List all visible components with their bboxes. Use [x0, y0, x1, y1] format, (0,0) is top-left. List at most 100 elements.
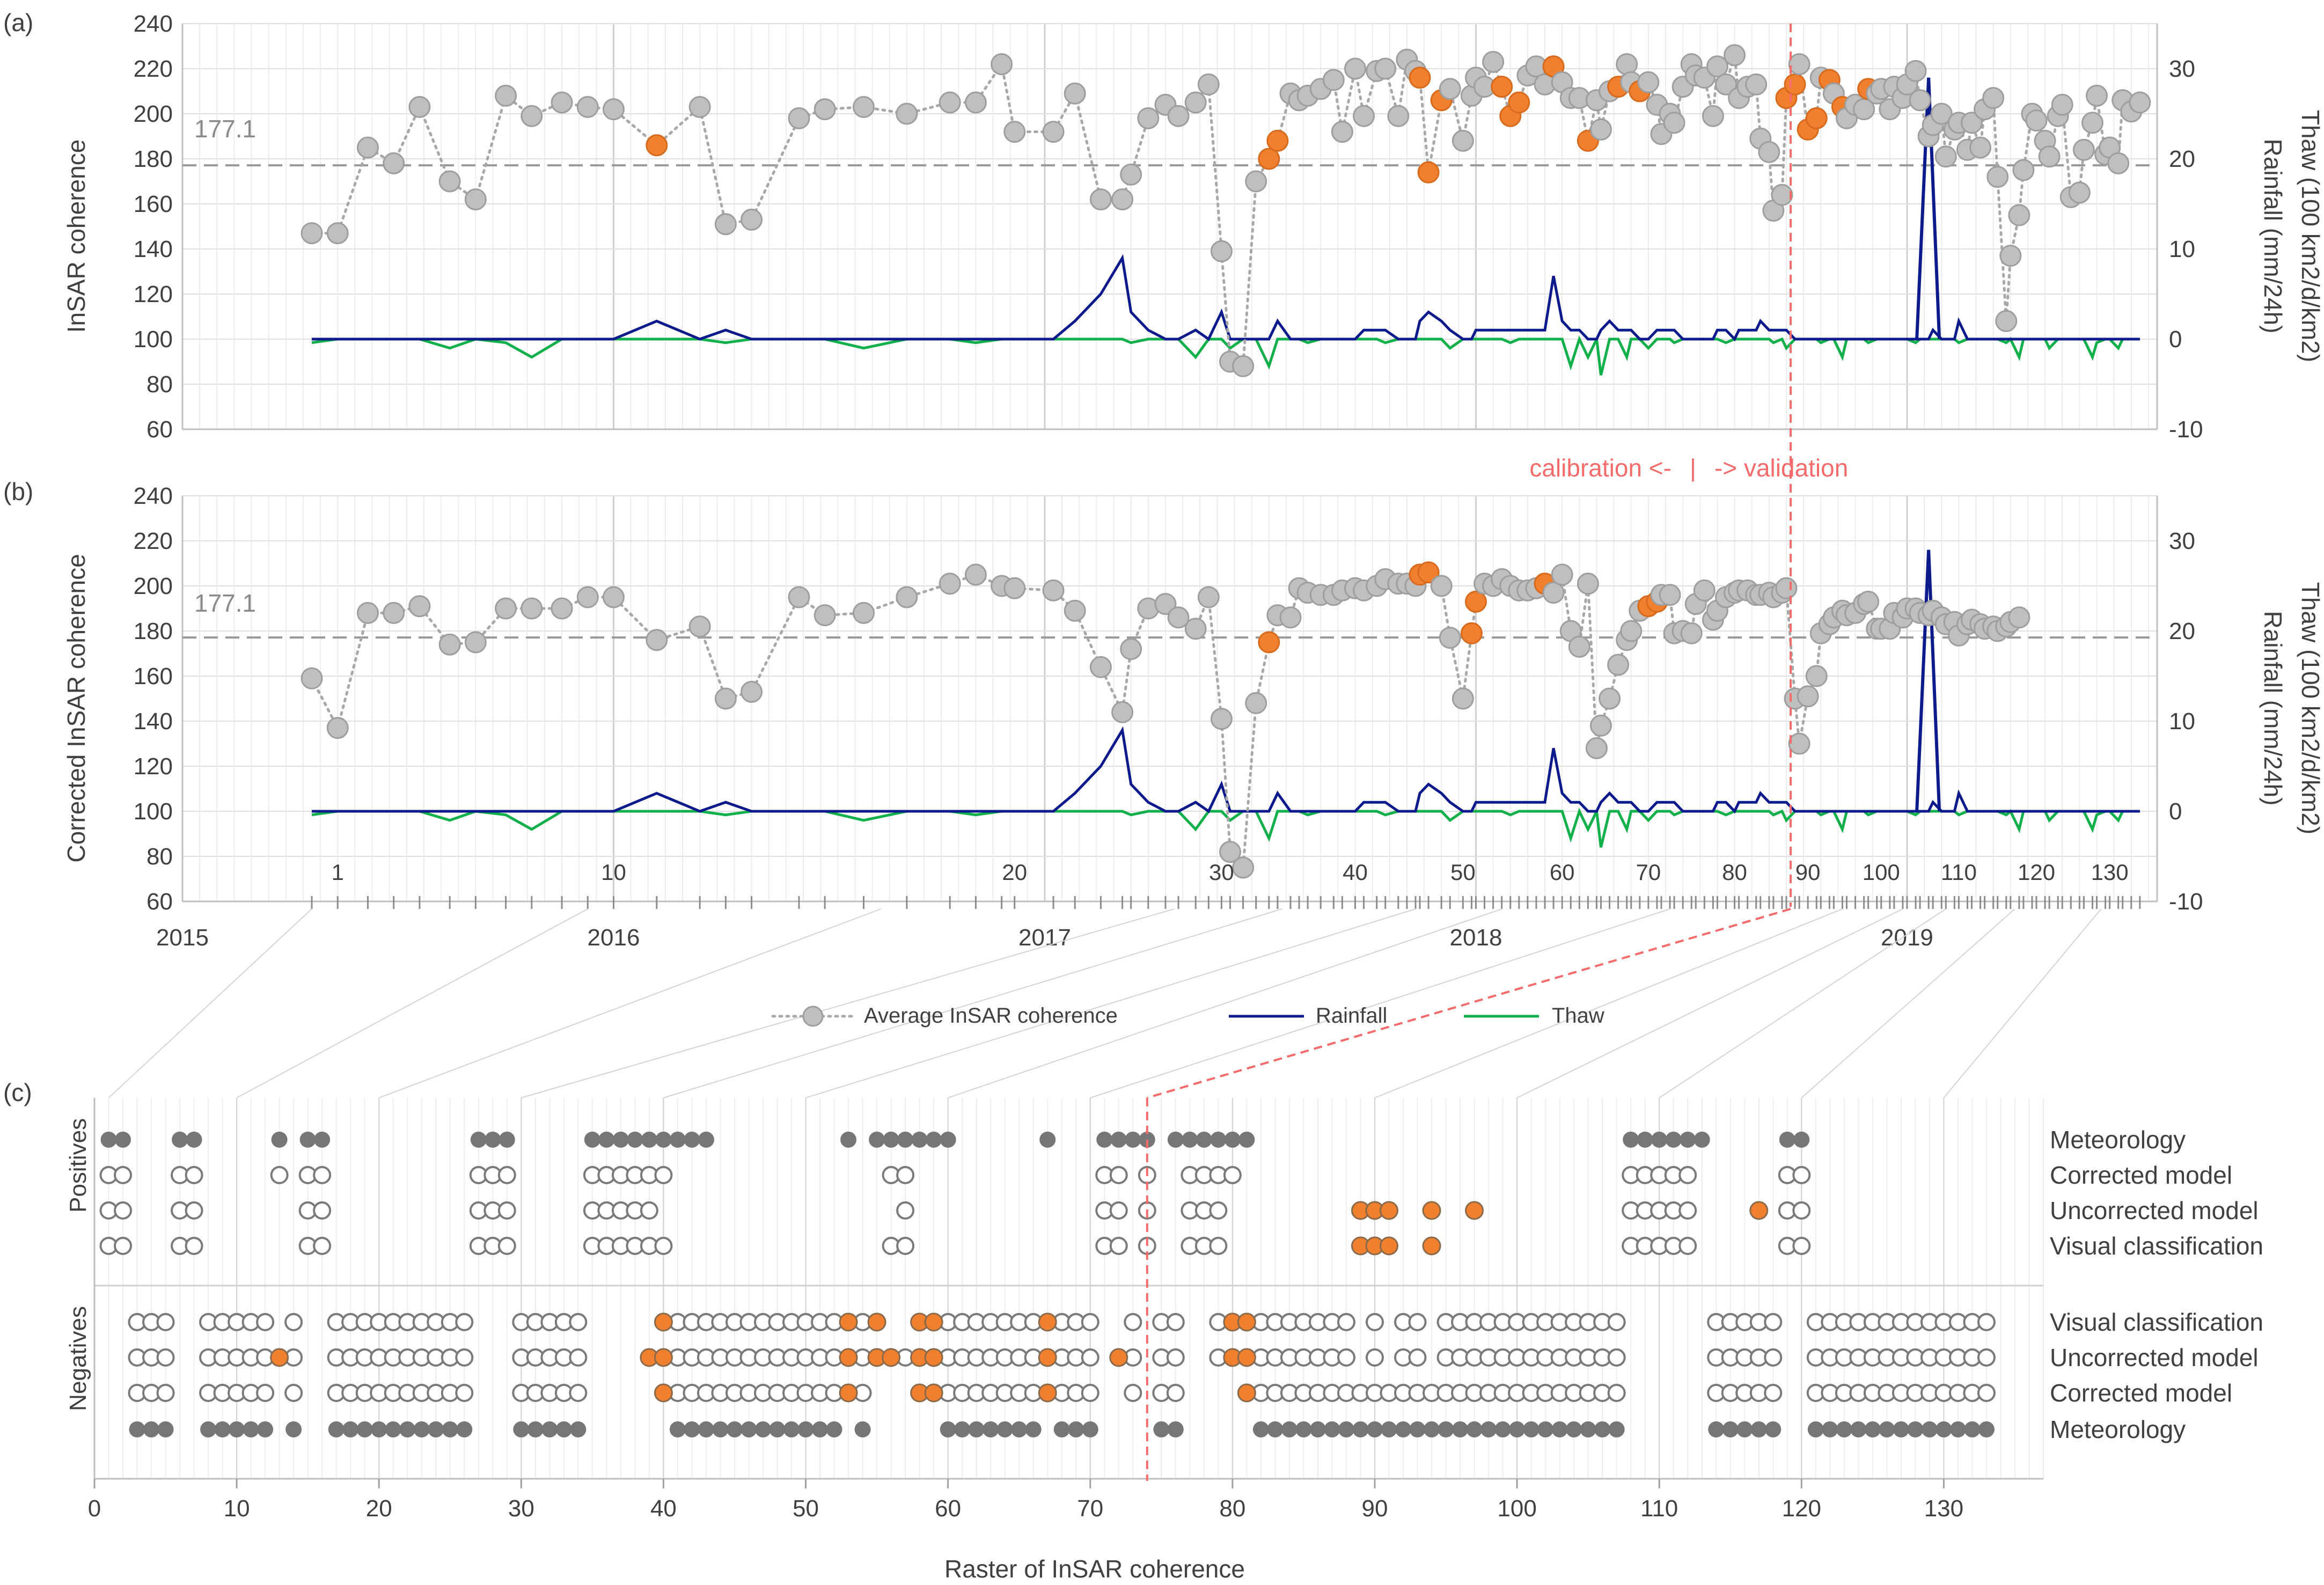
c-dot-open — [497, 1237, 516, 1255]
b-raster-label: 110 — [1941, 860, 1977, 885]
b-coherence-point — [1659, 584, 1681, 606]
c-dot-filled — [385, 1421, 401, 1437]
c-dot-filled — [143, 1421, 160, 1437]
c-row-label: Meteorology — [2050, 1415, 2186, 1443]
c-dot-open — [1337, 1313, 1355, 1331]
legend-label-coherence: Average InSAR coherence — [864, 1004, 1118, 1028]
connector-split-line — [1147, 908, 1791, 1099]
c-xtick-label: 120 — [1782, 1495, 1821, 1522]
a-coherence-point — [2081, 112, 2103, 134]
c-dot-filled — [1281, 1421, 1297, 1437]
c-dot-filled — [1424, 1421, 1440, 1437]
c-dot-filled — [1850, 1421, 1867, 1437]
c-dot-filled — [1907, 1421, 1924, 1437]
c-dot-filled — [1566, 1421, 1582, 1437]
b-coherence-point — [1805, 665, 1828, 687]
a-coherence-point — [714, 213, 737, 236]
c-dot-filled — [1068, 1421, 1084, 1437]
a-coherence-point — [1969, 136, 1992, 159]
c-dot-filled — [655, 1132, 672, 1148]
group-label-negatives: Negatives — [65, 1306, 91, 1411]
a-coherence-point — [1986, 166, 2009, 188]
b-coherence-point — [464, 631, 487, 654]
a-coherence-point — [2012, 159, 2035, 181]
a-coherence-point — [1439, 78, 1461, 100]
b-coherence-point — [853, 601, 875, 624]
legend-label-rainfall: Rainfall — [1316, 1004, 1387, 1028]
c-dot-open — [569, 1384, 588, 1402]
a-coherence-point — [300, 222, 323, 245]
c-dot-highlight — [1237, 1383, 1256, 1403]
c-dot-open — [256, 1313, 275, 1331]
c-dot-filled — [755, 1421, 772, 1437]
c-dot-highlight — [1237, 1312, 1256, 1332]
a-coherence-point — [688, 96, 711, 118]
c-dot-open — [455, 1348, 474, 1367]
b-raster-label: 30 — [1209, 860, 1234, 885]
c-dot-filled — [1523, 1421, 1539, 1437]
c-dot-filled — [1879, 1421, 1895, 1437]
c-dot-filled — [1580, 1421, 1596, 1437]
c-dot-filled — [698, 1421, 714, 1437]
b-coherence-point — [1551, 563, 1573, 586]
b-coherence-point — [1620, 620, 1643, 642]
b-coherence-point — [1585, 737, 1608, 759]
c-dot-open — [1109, 1201, 1128, 1220]
a-coherence-point — [551, 91, 573, 114]
a-coherence-point — [602, 98, 625, 121]
b-coherence-point — [939, 573, 961, 595]
b-coherence-point — [1857, 590, 1880, 613]
a-coherence-point — [1934, 145, 1957, 168]
a-coherence-point — [1758, 141, 1780, 163]
right-ylabel-b-2: Thaw (100 km2/d/km2) — [2297, 582, 2324, 834]
b-raster-label: 100 — [1863, 860, 1900, 885]
c-dot-open — [1124, 1384, 1142, 1402]
b-coherence-point — [1693, 579, 1715, 601]
c-dot-highlight — [924, 1348, 943, 1367]
b-coherence-point — [1064, 599, 1086, 622]
c-dot-filled — [684, 1132, 700, 1148]
c-dot-filled — [541, 1421, 558, 1437]
c-dot-filled — [356, 1421, 373, 1437]
c-dot-open — [1792, 1237, 1811, 1255]
year-label: 2016 — [588, 924, 640, 951]
b-coherence-point — [2008, 606, 2030, 629]
c-row-label: Meteorology — [2050, 1126, 2186, 1154]
threshold-label-b: 177.1 — [194, 589, 256, 617]
a-right-tick: 30 — [2169, 56, 2195, 82]
c-dot-open — [640, 1201, 658, 1220]
c-row-label: Uncorrected model — [2050, 1197, 2259, 1224]
c-dot-filled — [1722, 1421, 1739, 1437]
connector-line — [378, 908, 882, 1098]
c-dot-filled — [157, 1421, 174, 1437]
b-coherence-point — [383, 601, 405, 624]
a-left-tick: 220 — [134, 56, 173, 82]
a-coherence-point — [1232, 355, 1255, 377]
c-dot-filled — [698, 1132, 714, 1148]
a-right-tick: 10 — [2169, 236, 2195, 262]
a-coherence-point — [495, 84, 517, 107]
c-dot-highlight — [654, 1348, 673, 1367]
a-coherence-point — [2072, 138, 2095, 161]
b-coherence-point — [1042, 579, 1065, 601]
c-dot-filled — [1466, 1421, 1483, 1437]
b-right-tick: -10 — [2169, 889, 2203, 915]
b-raster-label: 1 — [332, 860, 344, 885]
b-coherence-point — [551, 597, 573, 620]
c-dot-filled — [897, 1132, 914, 1148]
c-dot-filled — [598, 1132, 615, 1148]
b-coherence-point — [408, 595, 431, 618]
c-dot-filled — [1964, 1421, 1981, 1437]
a-coherence-point — [1197, 73, 1220, 96]
a-coherence-point — [646, 134, 668, 157]
a-coherence-point — [1784, 73, 1806, 96]
a-coherence-point — [1706, 55, 1728, 78]
c-dot-open — [1678, 1166, 1697, 1184]
legend — [771, 1006, 1539, 1027]
c-dot-highlight — [1379, 1201, 1398, 1220]
c-dot-open — [313, 1166, 332, 1184]
a-coherence-point — [2086, 84, 2108, 107]
c-dot-open — [1365, 1313, 1384, 1331]
a-coherence-point — [1771, 184, 1793, 206]
